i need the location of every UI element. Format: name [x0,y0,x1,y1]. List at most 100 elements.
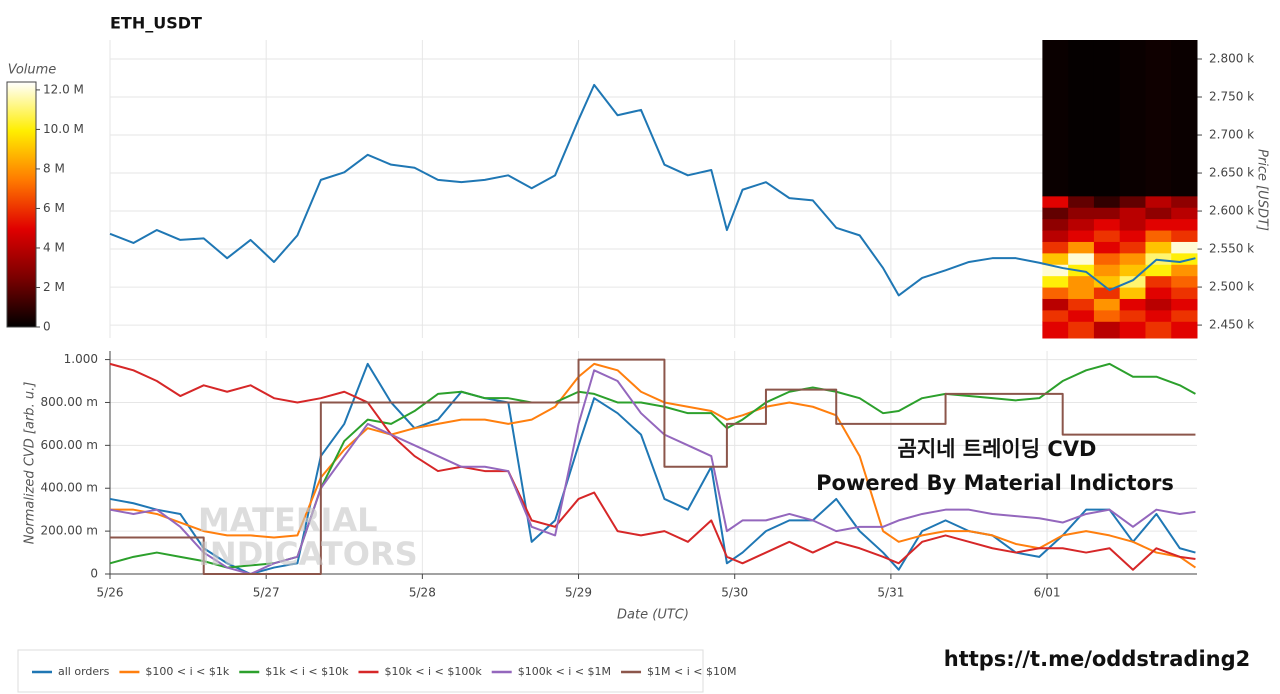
heatmap-cell [1042,40,1069,197]
y-tick-label: 2.750 k [1209,90,1254,104]
heatmap-cell [1068,309,1095,322]
source-link[interactable]: https://t.me/oddstrading2 [944,647,1251,671]
heatmap-cell [1093,252,1121,265]
colorbar-tick-label: 8 M [43,161,65,175]
chart-title: ETH_USDT [110,14,202,33]
heatmap-cell [1068,298,1095,311]
heatmap-cell [1119,252,1146,265]
x-axis-title: Date (UTC) [617,608,689,623]
colorbar-tick-label: 6 M [43,201,65,215]
heatmap-cell [1171,264,1198,277]
heatmap-cell [1171,40,1198,197]
heatmap-cell [1042,230,1069,242]
legend-label: $100k < i < $1M [518,665,611,678]
x-tick-label: 6/01 [1034,586,1061,600]
heatmap-cell [1119,321,1146,339]
heatmap-cell [1171,207,1198,220]
heatmap-cell [1068,321,1095,339]
heatmap-cell [1119,287,1146,299]
heatmap-cell [1171,287,1198,299]
heatmap-cell [1119,241,1146,254]
heatmap-cell [1093,264,1121,277]
plot-area: 5/26 5/27 5/28 5/29 5/30 5/31 6/01 0 200.00 m 400… [41,351,1197,600]
y-tick-label: 2.500 k [1209,280,1254,294]
x-tick-label: 5/29 [565,586,592,600]
heatmap-cell [1093,241,1121,254]
heatmap-cell [1093,321,1121,339]
heatmap-cell [1093,287,1121,299]
heatmap-cell [1145,275,1172,288]
heatmap-cell [1093,40,1121,197]
heatmap-cell [1119,275,1146,288]
heatmap-cell [1042,275,1069,288]
heatmap-cell [1145,241,1172,254]
heatmap-cell [1119,298,1146,311]
heatmap-cell [1093,298,1121,311]
plot-area: 2.450 k 2.500 k 2.550 k 2.600 k 2.650 k 2.700… [109,40,1254,339]
heatmap-cell [1171,241,1198,254]
heatmap-cell [1042,195,1069,208]
colorbar-tick-label: 10.0 M [43,122,84,136]
series-line [109,362,1196,571]
x-tick-label: 5/26 [97,586,124,600]
y-tick-label: 2.550 k [1209,242,1254,256]
heatmap-cell [1171,230,1198,242]
y-tick-label: 2.700 k [1209,128,1254,142]
heatmap-cell [1093,309,1121,322]
heatmap-cell [1145,264,1172,277]
heatmap-cell [1171,321,1198,339]
heatmap-cell [1171,309,1198,322]
y-axis-title: Normalized CVD [arb. u.] [23,382,38,545]
heatmap-cell [1119,218,1146,231]
heatmap-cell [1068,195,1095,208]
heatmap-cell [1068,40,1095,197]
heatmap-cell [1042,287,1069,299]
y-tick-label: 2.450 k [1209,318,1254,332]
y-axis-title: Price [USDT] [1255,149,1270,231]
y-tick-label: 800.00 m [41,395,99,409]
watermark: MATERIAL [198,501,378,539]
legend-label: $1k < i < $10k [265,665,349,678]
heatmap-cell [1093,207,1121,220]
y-tick-label: 200.00 m [41,524,99,538]
y-tick-label: 2.600 k [1209,204,1254,218]
heatmap-cell [1068,230,1095,242]
heatmap-cell [1145,321,1172,339]
colorbar-tick-label: 2 M [43,280,65,294]
annotation: Powered By Material Indictors [816,471,1174,495]
heatmap-cell [1042,252,1069,265]
heatmap-cell [1093,195,1121,208]
heatmap-cell [1068,207,1095,220]
series-line [109,83,1196,297]
legend-label: all orders [58,665,110,678]
x-tick-label: 5/30 [721,586,748,600]
y-tick-label: 0 [90,567,98,581]
heatmap-cell [1119,264,1146,277]
series-line [110,358,1196,575]
heatmap-cell [1042,321,1069,339]
heatmap-cell [1068,241,1095,254]
heatmap-cell [1042,207,1069,220]
heatmap-cell [1119,309,1146,322]
heatmap-cell [1042,218,1069,231]
heatmap-cell [1145,309,1172,322]
colorbar-title: Volume [8,63,57,78]
heatmap-cell [1171,298,1198,311]
heatmap-cell [1145,252,1172,265]
y-tick-label: 2.800 k [1209,52,1254,66]
colorbar-tick-label: 4 M [43,240,65,254]
heatmap-cell [1171,195,1198,208]
heatmap-cell [1145,40,1172,197]
legend-label: $1M < i < $10M [647,665,736,678]
heatmap-cell [1093,230,1121,242]
heatmap-cell [1145,218,1172,231]
colorbar [6,81,37,328]
heatmap-cell [1042,298,1069,311]
y-tick-label: 2.650 k [1209,166,1254,180]
heatmap-cell [1119,195,1146,208]
colorbar-tick-label: 0 [43,320,51,334]
heatmap-cell [1068,218,1095,231]
x-tick-label: 5/28 [409,586,436,600]
heatmap-cell [1068,287,1095,299]
colorbar-tick-label: 12.0 M [43,82,84,96]
